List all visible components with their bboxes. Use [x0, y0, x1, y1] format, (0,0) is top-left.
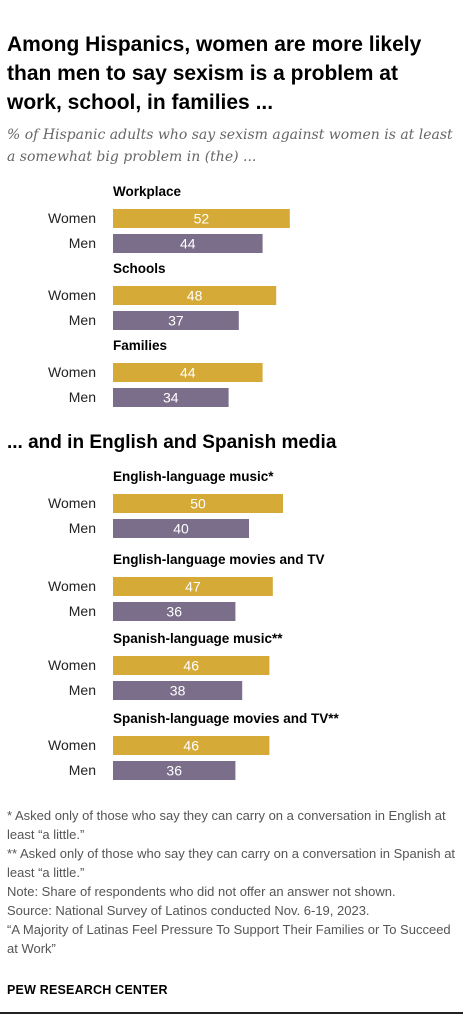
data-label: 37 — [168, 313, 184, 329]
data-label: 48 — [187, 288, 203, 304]
data-label: 36 — [166, 604, 182, 620]
data-label: 50 — [190, 496, 206, 512]
series-label: Women — [48, 737, 96, 753]
group-label: Schools — [113, 261, 166, 276]
data-label: 52 — [194, 211, 210, 227]
series-label: Women — [48, 364, 96, 380]
data-label: 44 — [180, 365, 196, 381]
series-label: Men — [69, 682, 96, 698]
section-title: ... and in English and Spanish media — [7, 432, 337, 453]
data-label: 47 — [185, 579, 201, 595]
bar — [113, 577, 273, 596]
footnote-english: * Asked only of those who say they can c… — [7, 808, 446, 842]
group-label: Families — [113, 338, 167, 353]
bar — [113, 286, 277, 305]
group-label: Spanish-language music** — [113, 631, 283, 646]
bar — [113, 209, 290, 228]
report-title: “A Majority of Latinas Feel Pressure To … — [7, 922, 451, 956]
bar — [113, 363, 263, 382]
note: Note: Share of respondents who did not o… — [7, 884, 396, 899]
chart-title: Among Hispanics, women are more likely t… — [7, 33, 422, 114]
bar — [113, 761, 236, 780]
bottom-rule — [0, 1012, 463, 1014]
series-label: Women — [48, 495, 96, 511]
chart-subtitle: % of Hispanic adults who say sexism agai… — [7, 127, 453, 165]
data-label: 40 — [173, 521, 189, 537]
bar — [113, 519, 249, 538]
data-label: 44 — [180, 236, 196, 252]
org-name: PEW RESEARCH CENTER — [7, 983, 168, 997]
group-label: English-language movies and TV — [113, 552, 325, 567]
bar — [113, 311, 239, 330]
data-label: 38 — [170, 683, 186, 699]
bar — [113, 681, 243, 700]
bar — [113, 736, 270, 755]
footnote-spanish: ** Asked only of those who say they can … — [7, 846, 456, 880]
series-label: Men — [69, 235, 96, 251]
bar — [113, 388, 229, 407]
group-label: Spanish-language movies and TV** — [113, 711, 340, 726]
series-label: Men — [69, 520, 96, 536]
footnotes: * Asked only of those who say they can c… — [7, 806, 457, 958]
bar — [113, 234, 263, 253]
series-label: Women — [48, 578, 96, 594]
data-label: 36 — [166, 763, 182, 779]
data-label: 46 — [183, 738, 199, 754]
source: Source: National Survey of Latinos condu… — [7, 903, 370, 918]
series-label: Women — [48, 287, 96, 303]
series-label: Women — [48, 210, 96, 226]
data-label: 34 — [163, 390, 179, 406]
series-label: Men — [69, 762, 96, 778]
data-label: 46 — [183, 658, 199, 674]
bar — [113, 656, 270, 675]
series-label: Men — [69, 312, 96, 328]
group-label: English-language music* — [113, 469, 274, 484]
series-label: Men — [69, 603, 96, 619]
series-label: Men — [69, 389, 96, 405]
bar-chart: Workplace Women 52 Men 44 Schools Women 48 Men 37… — [48, 184, 340, 780]
series-label: Women — [48, 657, 96, 673]
bar — [113, 494, 283, 513]
bar — [113, 602, 236, 621]
group-label: Workplace — [113, 184, 182, 199]
